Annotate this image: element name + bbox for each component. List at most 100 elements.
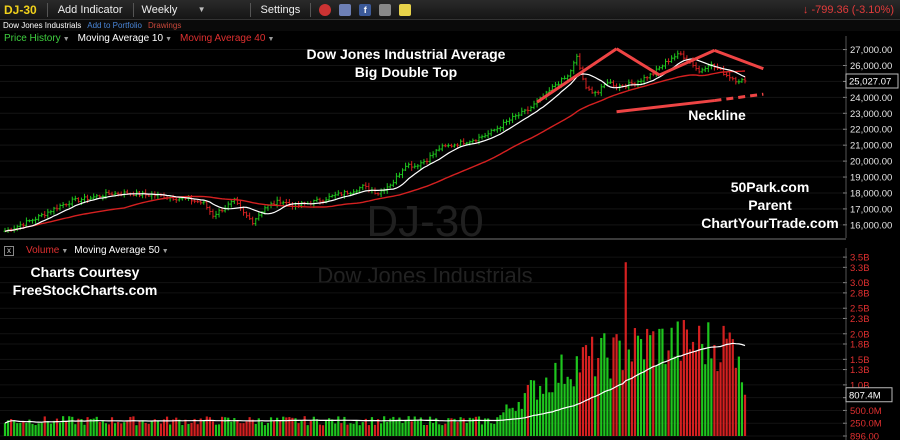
volume-bar [312, 416, 315, 436]
volume-bar [422, 424, 426, 436]
volume-bar [126, 420, 129, 436]
volume-bar [318, 424, 322, 436]
volume-bar [58, 422, 62, 436]
price-bar [453, 143, 456, 148]
facebook-icon[interactable]: f [359, 3, 372, 16]
instrument-name: Dow Jones Industrials [3, 21, 82, 30]
alarm-icon[interactable] [319, 3, 332, 16]
price-bar [339, 192, 343, 197]
volume-bar [597, 358, 600, 436]
y-tick-label: 18,000.00 [850, 188, 892, 199]
volume-bar [679, 360, 682, 436]
volume-bar [633, 328, 637, 436]
volume-bar [80, 419, 83, 436]
volume-bar [291, 417, 294, 436]
volume-bar [251, 419, 254, 436]
volume-bar [545, 377, 548, 436]
price-bar [492, 128, 496, 132]
price-bar [107, 189, 111, 196]
drawings-link[interactable]: Drawings [147, 21, 182, 30]
volume-bar [340, 423, 343, 436]
y-tick-label: 26,000.00 [850, 61, 892, 72]
volume-bar [245, 421, 248, 436]
volume-tick-label: 896.00 [850, 432, 879, 440]
volume-bar [300, 420, 303, 436]
add-indicator-button[interactable]: Add Indicator [57, 3, 123, 16]
volume-bar [117, 422, 120, 436]
volume-bar [370, 417, 374, 436]
ma40-line [4, 70, 746, 232]
y-tick-label: 16,000.00 [850, 220, 892, 231]
legend-volume[interactable]: Volume ▼ [26, 245, 69, 256]
volume-bar [61, 416, 65, 436]
price-bar [713, 63, 716, 71]
volume-bar [532, 380, 536, 436]
price-bar [703, 66, 707, 73]
divider [310, 2, 312, 17]
interval-select[interactable]: Weekly ▼ [138, 4, 210, 16]
price-bar [526, 106, 530, 115]
volume-bar [31, 423, 34, 436]
watermark-name: Dow Jones Industrials [317, 263, 532, 288]
trend-down-2 [713, 48, 764, 71]
volume-bar [110, 417, 114, 436]
volume-bar [376, 419, 380, 436]
volume-bar [386, 421, 389, 436]
price-bar [670, 55, 674, 63]
volume-bar [184, 419, 187, 436]
volume-bar [37, 423, 40, 436]
price-bar [407, 162, 411, 169]
volume-bar [535, 399, 539, 436]
volume-bar [65, 420, 68, 436]
volume-bar [471, 418, 474, 436]
watermark-symbol: DJ-30 [366, 197, 483, 246]
legend-volume-ma50[interactable]: Moving Average 50 ▼ [74, 245, 169, 256]
volume-bar [285, 417, 288, 436]
volume-bar [294, 418, 297, 436]
volume-bar [306, 425, 309, 436]
legend-ma10[interactable]: Moving Average 10 ▼ [77, 33, 172, 44]
camera-icon[interactable] [379, 3, 392, 16]
courtesy-credit: Charts Courtesy FreeStockCharts.com [2, 263, 168, 299]
price-bar [214, 210, 218, 220]
symbol-input[interactable]: DJ-30 [4, 2, 37, 17]
price-bar [248, 212, 252, 220]
volume-bar [740, 382, 744, 436]
price-bar [254, 217, 258, 226]
price-bar [327, 193, 331, 202]
price-bar [440, 143, 444, 152]
volume-bar [40, 422, 43, 436]
layers-icon[interactable] [339, 3, 352, 16]
volume-bar [508, 408, 511, 436]
price-bar [737, 79, 741, 85]
settings-button[interactable]: Settings [260, 3, 301, 16]
price-bar [202, 200, 206, 205]
price-bar [410, 160, 414, 171]
legend-ma40[interactable]: Moving Average 40 ▼ [180, 33, 275, 44]
price-bar [64, 203, 68, 207]
volume-bar [410, 421, 413, 436]
volume-bar [725, 338, 728, 436]
price-bar [697, 65, 701, 74]
volume-legend: x Volume ▼ Moving Average 50 ▼ [4, 245, 169, 256]
volume-bar [554, 362, 557, 436]
price-bar [593, 90, 597, 97]
volume-bar [444, 423, 447, 436]
close-pane-icon[interactable]: x [4, 245, 14, 256]
volume-bar [603, 333, 606, 436]
last-value-label: 25,027.07 [849, 77, 891, 88]
volume-bar [462, 418, 465, 436]
price-bar [554, 81, 557, 88]
volume-bar [539, 385, 542, 436]
legend-price[interactable]: Price History ▼ [4, 33, 70, 44]
note-icon[interactable] [399, 3, 412, 16]
volume-bar [493, 423, 496, 436]
volume-bar [260, 422, 263, 436]
volume-bar [227, 417, 230, 436]
price-bar [52, 206, 56, 215]
price-bar [385, 183, 389, 194]
add-to-portfolio-link[interactable]: Add to Portfolio [87, 21, 142, 30]
volume-bar [334, 423, 337, 436]
volume-bar [548, 392, 551, 436]
